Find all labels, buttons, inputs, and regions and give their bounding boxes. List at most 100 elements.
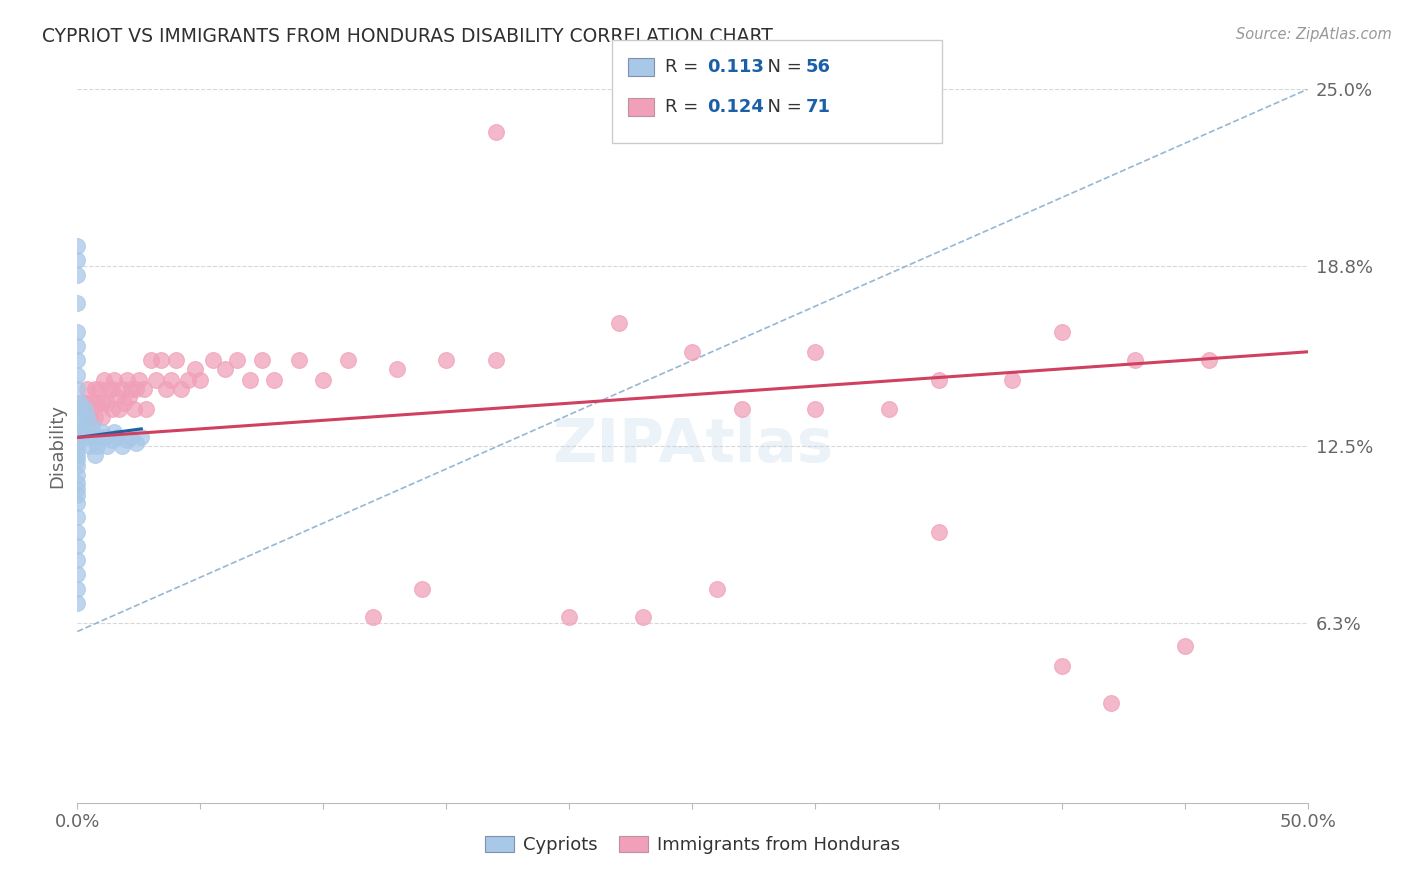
Point (1125, 353, 1147, 368)
Point (125, 382, 148, 396)
Point (250, 353, 273, 368)
Point (115, 373, 138, 387)
Point (928, 373, 950, 387)
Point (1050, 658, 1073, 673)
Point (165, 353, 187, 368)
Point (385, 362, 409, 376)
Point (70, 410, 93, 425)
Point (76, 410, 98, 425)
Point (66, 596, 89, 610)
Point (155, 382, 177, 396)
Point (1050, 325, 1073, 339)
Point (66, 482, 89, 496)
Point (111, 382, 132, 396)
Point (101, 434, 124, 448)
Point (69, 396, 91, 410)
Point (201, 353, 224, 368)
Point (66, 453, 89, 467)
Point (121, 430, 143, 444)
Point (82, 419, 104, 434)
Text: CYPRIOT VS IMMIGRANTS FROM HONDURAS DISABILITY CORRELATION CHART: CYPRIOT VS IMMIGRANTS FROM HONDURAS DISA… (42, 27, 773, 45)
Point (66, 396, 89, 410)
Point (66, 253, 89, 268)
Point (804, 401, 827, 416)
Text: 0.124: 0.124 (707, 98, 763, 116)
Point (66, 239, 89, 253)
Point (129, 430, 153, 444)
Point (66, 436, 89, 450)
Point (89, 382, 111, 396)
Point (66, 539, 89, 553)
Legend: Cypriots, Immigrants from Honduras: Cypriots, Immigrants from Honduras (478, 829, 907, 862)
Point (682, 344, 704, 359)
Point (96, 396, 118, 410)
Text: R =: R = (665, 58, 704, 76)
Point (66, 510, 89, 524)
Point (76, 382, 98, 396)
Text: Source: ZipAtlas.com: Source: ZipAtlas.com (1236, 27, 1392, 42)
Point (66, 467, 89, 482)
Point (90, 410, 114, 425)
Point (66, 430, 89, 444)
Point (122, 401, 145, 416)
Point (66, 442, 89, 456)
Point (177, 373, 200, 387)
Point (101, 401, 124, 416)
Point (79, 410, 101, 425)
Point (73, 396, 96, 410)
Point (66, 325, 89, 339)
Point (150, 353, 173, 368)
Point (101, 382, 124, 396)
Point (170, 382, 193, 396)
Point (879, 401, 901, 416)
Point (66, 567, 89, 582)
Point (226, 353, 249, 368)
Point (485, 125, 508, 139)
Point (66, 339, 89, 353)
Point (83, 410, 105, 425)
Point (90, 425, 114, 439)
Point (160, 373, 183, 387)
Text: 71: 71 (806, 98, 831, 116)
Point (706, 582, 728, 596)
Point (66, 448, 89, 462)
Point (115, 434, 138, 448)
Point (66, 353, 89, 368)
Text: 56: 56 (806, 58, 831, 76)
Point (93, 373, 115, 387)
Point (66, 382, 89, 396)
Point (83, 448, 105, 462)
Point (83, 382, 105, 396)
Text: N =: N = (756, 98, 808, 116)
Point (66, 425, 89, 439)
Point (108, 401, 131, 416)
Point (184, 362, 207, 376)
Point (804, 344, 827, 359)
Point (928, 524, 950, 539)
Point (263, 373, 285, 387)
Point (337, 353, 360, 368)
Point (66, 268, 89, 282)
Point (66, 553, 89, 567)
Point (141, 353, 163, 368)
Point (558, 610, 581, 624)
Point (188, 373, 212, 387)
Point (485, 353, 508, 368)
Point (86, 396, 108, 410)
Point (89, 430, 111, 444)
Point (361, 610, 384, 624)
Point (239, 373, 262, 387)
Point (111, 439, 132, 453)
Y-axis label: Disability: Disability (48, 404, 66, 488)
Point (1198, 353, 1220, 368)
Point (83, 430, 105, 444)
Point (66, 524, 89, 539)
Point (105, 391, 128, 405)
Point (66, 296, 89, 310)
Point (214, 362, 236, 376)
Point (145, 373, 167, 387)
Point (86, 439, 108, 453)
Point (731, 401, 754, 416)
Point (66, 476, 89, 491)
Point (121, 382, 143, 396)
